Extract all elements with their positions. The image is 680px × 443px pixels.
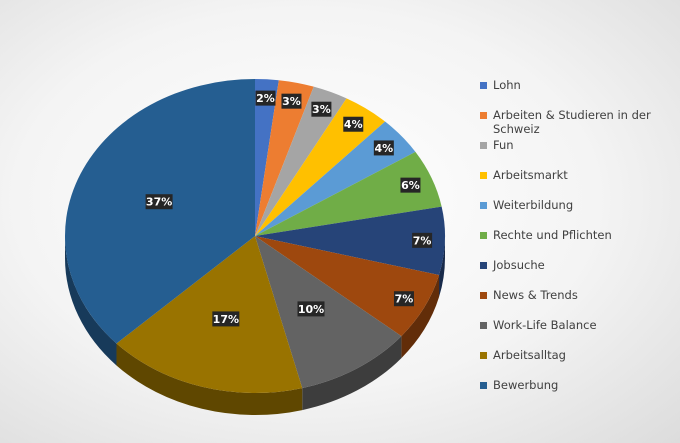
data-label-text: 7%	[413, 234, 432, 247]
legend-label: News & Trends	[493, 288, 578, 302]
data-label-6: 7%	[412, 232, 433, 248]
data-label-text: 10%	[298, 303, 324, 316]
legend-item: Fun	[480, 138, 514, 152]
data-label-text: 37%	[146, 196, 172, 209]
legend-label: Lohn	[493, 78, 521, 92]
legend-swatch	[480, 292, 487, 299]
data-label-box	[255, 90, 276, 106]
legend-label: Rechte und Pflichten	[493, 228, 612, 242]
data-label-5: 6%	[400, 177, 421, 193]
legend-item: Rechte und Pflichten	[480, 228, 612, 242]
legend-item: Weiterbildung	[480, 198, 573, 212]
pie-slice-1	[255, 80, 314, 236]
data-label-text: 3%	[282, 95, 301, 108]
data-label-7: 7%	[393, 291, 414, 307]
data-label-text: 6%	[401, 179, 420, 192]
legend-item: Work-Life Balance	[480, 318, 597, 332]
legend-swatch	[480, 172, 487, 179]
data-label-10: 37%	[145, 194, 173, 210]
legend-label: Work-Life Balance	[493, 318, 597, 332]
data-label-box	[412, 232, 433, 248]
pie-side-9	[116, 343, 303, 415]
legend-item: Arbeitsmarkt	[480, 168, 568, 182]
legend-label: Weiterbildung	[493, 198, 574, 212]
data-label-box	[343, 116, 364, 132]
pie-side-6	[439, 236, 445, 298]
data-label-box	[281, 93, 302, 109]
legend-item: Jobsuche	[480, 258, 545, 272]
pie-tops	[64, 79, 445, 394]
legend-item: News & Trends	[480, 288, 578, 302]
data-label-text: 4%	[344, 118, 363, 131]
data-label-2: 3%	[311, 101, 332, 117]
legend-swatch	[480, 382, 487, 389]
pie-slice-7	[255, 236, 440, 337]
data-label-0: 2%	[255, 90, 276, 106]
legend-item: Bewerbung	[480, 378, 558, 392]
data-label-text: 4%	[374, 142, 393, 155]
legend-item: Arbeiten & Studieren in der Schweiz	[480, 108, 675, 136]
legend-swatch	[480, 142, 487, 149]
data-label-text: 2%	[256, 92, 275, 105]
data-label-4: 4%	[373, 140, 394, 156]
data-label-box	[373, 140, 394, 156]
data-label-text: 7%	[395, 293, 414, 306]
legend-label: Arbeiten & Studieren in der Schweiz	[493, 108, 651, 136]
legend-swatch	[480, 202, 487, 209]
legend-item: Arbeitsalltag	[480, 348, 566, 362]
data-label-3: 4%	[343, 116, 364, 132]
data-label-text: 17%	[213, 313, 239, 326]
data-label-box	[297, 301, 325, 317]
pie-slice-3	[255, 98, 386, 236]
pie-slice-2	[255, 86, 347, 236]
legend-swatch	[480, 232, 487, 239]
data-label-box	[400, 177, 421, 193]
pie-slice-9	[116, 236, 303, 394]
legend-label: Jobsuche	[493, 258, 545, 272]
pie-sides	[65, 236, 445, 415]
pie-side-10	[65, 236, 117, 366]
data-label-box	[145, 194, 173, 210]
data-label-box	[393, 291, 414, 307]
data-label-8: 10%	[297, 301, 325, 317]
legend-swatch	[480, 82, 487, 89]
pie-slice-6	[255, 206, 445, 276]
data-label-box	[212, 311, 240, 327]
legend-label: Bewerbung	[493, 378, 559, 392]
legend-label: Arbeitsmarkt	[493, 168, 568, 182]
data-label-9: 17%	[212, 311, 240, 327]
pie-side-8	[302, 336, 402, 411]
legend-swatch	[480, 352, 487, 359]
data-label-box	[311, 101, 332, 117]
legend-swatch	[480, 322, 487, 329]
pie-data-labels: 2% 3% 3% 4% 4% 6% 7% 7% 10% 17% 37%	[145, 90, 433, 327]
legend-item: Lohn	[480, 78, 521, 92]
legend-label: Fun	[493, 138, 514, 152]
pie-slice-8	[255, 236, 402, 389]
legend-swatch	[480, 262, 487, 269]
legend-label: Arbeitsalltag	[493, 348, 566, 362]
pie-slice-5	[255, 151, 442, 236]
pie-slice-10	[64, 79, 255, 344]
legend-swatch	[480, 112, 487, 119]
pie-side-7	[401, 275, 440, 359]
pie-slice-0	[255, 79, 279, 236]
data-label-1: 3%	[281, 93, 302, 109]
data-label-text: 3%	[312, 103, 331, 116]
